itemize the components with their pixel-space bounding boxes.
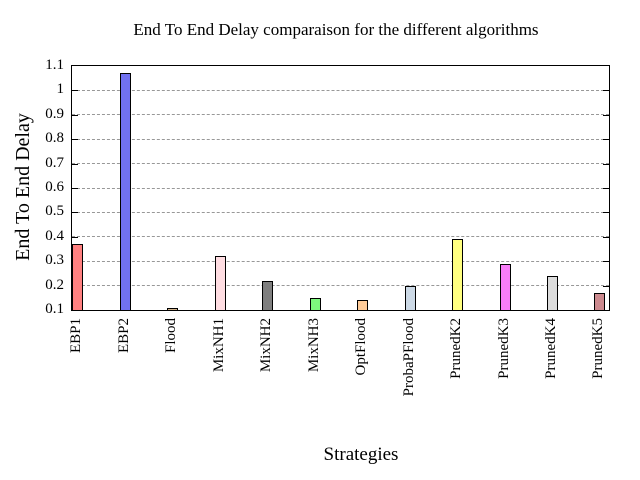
left-tick-mark: [72, 114, 78, 116]
right-tick-mark: [603, 285, 609, 287]
bar-EBP1: [72, 244, 84, 310]
y-tick-label: 0.5: [45, 203, 64, 220]
gridline-y-0.7: [72, 163, 609, 165]
y-tick-label: 0.1: [45, 301, 64, 317]
right-tick-mark: [603, 236, 609, 238]
x-category-label-MixNH3: MixNH3: [305, 318, 322, 373]
gridline-y-0.8: [72, 138, 609, 140]
bar-MixNH1: [214, 256, 226, 310]
bar-PrunedK5: [594, 292, 606, 310]
y-tick-label: 0.2: [45, 276, 64, 293]
left-tick-mark: [72, 163, 78, 165]
gridline-y-1: [72, 89, 609, 91]
bar-ProbaPFlood: [404, 285, 416, 310]
bar-PrunedK4: [546, 275, 558, 310]
bar-PrunedK2: [452, 239, 464, 310]
gridline-y-0.2: [72, 285, 609, 287]
left-tick-mark: [72, 188, 78, 189]
bar-MixNH3: [309, 297, 321, 310]
x-category-label-PrunedK5: PrunedK5: [590, 318, 607, 379]
x-category-label-PrunedK4: PrunedK4: [542, 318, 559, 379]
left-tick-mark: [72, 90, 78, 92]
x-category-label-MixNH2: MixNH2: [258, 318, 275, 373]
x-category-label-PrunedK2: PrunedK2: [448, 318, 465, 379]
right-tick-mark: [603, 212, 609, 214]
right-tick-mark: [603, 163, 609, 165]
right-tick-mark: [603, 139, 609, 141]
y-tick-label: 0.8: [45, 130, 64, 147]
y-tick-label: 0.9: [45, 105, 64, 122]
y-tick-label: 1.1: [45, 57, 64, 73]
y-tick-label: 0.4: [45, 227, 64, 244]
gridline-y-0.4: [72, 236, 609, 238]
gridline-y-0.9: [72, 114, 609, 116]
bar-OptFlood: [357, 300, 369, 310]
bar-PrunedK3: [499, 263, 511, 310]
y-tick-label: 0.6: [45, 179, 64, 195]
x-category-label-OptFlood: OptFlood: [353, 318, 370, 376]
x-category-label-Flood: Flood: [163, 318, 180, 354]
x-category-label-EBP2: EBP2: [115, 318, 132, 354]
chart-title: End To End Delay comparaison for the dif…: [133, 20, 539, 39]
left-tick-mark: [72, 236, 78, 238]
left-tick-mark: [72, 212, 78, 214]
gridline-y-0.5: [72, 211, 609, 213]
x-axis-label: Strategies: [323, 444, 399, 465]
right-tick-mark: [603, 188, 609, 189]
x-category-label-EBP1: EBP1: [68, 318, 85, 354]
right-tick-mark: [603, 114, 609, 116]
right-tick-mark: [603, 261, 609, 263]
bar-EBP2: [119, 73, 131, 310]
x-category-label-PrunedK3: PrunedK3: [495, 318, 512, 379]
bar-MixNH2: [262, 280, 274, 310]
plot-area: [71, 65, 610, 311]
y-tick-label: 0.3: [45, 252, 64, 269]
gridline-y-0.6: [72, 187, 609, 189]
gridline-y-0.3: [72, 260, 609, 262]
x-category-label-ProbaPFlood: ProbaPFlood: [400, 318, 417, 397]
right-tick-mark: [603, 90, 609, 92]
y-tick-label: 1: [56, 81, 65, 98]
x-category-label-MixNH1: MixNH1: [210, 318, 227, 373]
y-tick-label: 0.7: [45, 154, 64, 171]
left-tick-mark: [72, 139, 78, 141]
bar-Flood: [167, 307, 179, 310]
